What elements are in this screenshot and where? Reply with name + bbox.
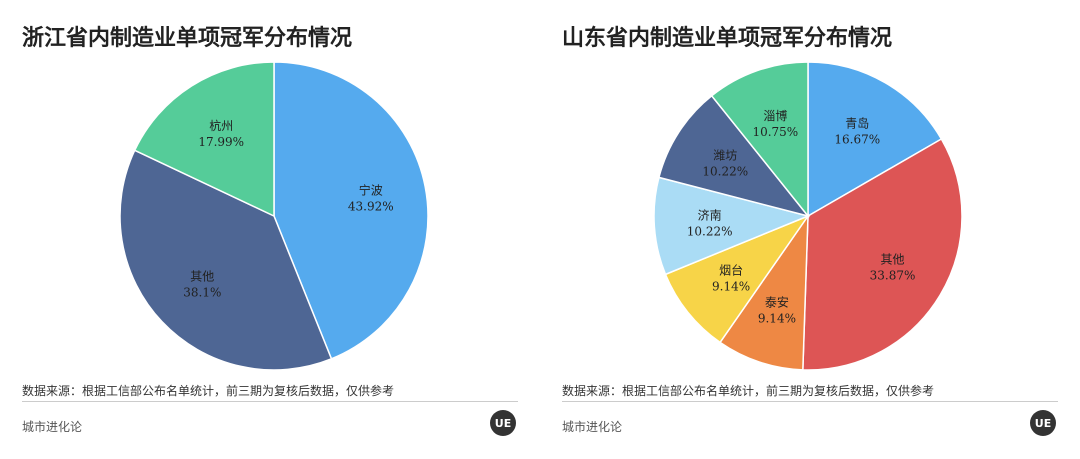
- divider: [22, 401, 518, 402]
- slice-label-value: 38.1%: [183, 286, 221, 300]
- slice-label-value: 17.99%: [198, 135, 244, 149]
- slice-label-name: 济南: [698, 208, 722, 223]
- slice-label-name: 其他: [190, 270, 214, 284]
- brand-logo-icon: UE: [1030, 410, 1056, 436]
- brand-name: 城市进化论: [562, 420, 623, 434]
- slice-label-name: 宁波: [359, 182, 383, 197]
- slice-label-value: 10.75%: [752, 125, 798, 139]
- pie-slice-2: [719, 213, 809, 371]
- slice-label-name: 杭州: [209, 118, 233, 133]
- slice-label-name: 其他: [881, 253, 905, 267]
- chart-title: 浙江省内制造业单项冠军分布情况: [22, 26, 353, 51]
- data-source-note: 数据来源：根据工信部公布名单统计，前三期为复核后数据，仅供参考: [562, 384, 935, 398]
- pie-slice-0: [807, 61, 943, 218]
- pie-slice-0: [273, 61, 429, 360]
- pie-slice-1: [802, 137, 963, 371]
- slice-label-value: 10.22%: [687, 225, 733, 239]
- slice-label-value: 10.22%: [702, 164, 748, 178]
- slice-label-value: 43.92%: [348, 199, 394, 213]
- pie-slice-5: [658, 94, 810, 218]
- pie-slice-3: [664, 214, 811, 344]
- pie-slice-6: [710, 61, 809, 219]
- pie-slice-1: [119, 149, 333, 371]
- slice-label-value: 9.14%: [712, 280, 750, 294]
- chart-panel-zhejiang: 浙江省内制造业单项冠军分布情况 宁波 43.92% 其他 38.1% 杭州 17.99% …: [22, 26, 518, 436]
- slice-label-name: 潍坊: [713, 147, 737, 162]
- slice-label-name: 青岛: [845, 116, 869, 131]
- slice-label-name: 烟台: [719, 263, 743, 278]
- slice-label-name: 泰安: [765, 295, 789, 310]
- pie-chart-shandong: 青岛 16.67% 其他 33.87% 泰安 9.14% 烟台 9.14% 济南 10.22% 潍坊…: [653, 61, 963, 371]
- slice-label-name: 淄博: [763, 108, 787, 123]
- pie-chart-zhejiang: 宁波 43.92% 其他 38.1% 杭州 17.99%: [119, 61, 429, 371]
- brand-name: 城市进化论: [22, 420, 83, 434]
- pie-slice-2: [133, 61, 275, 218]
- data-source-note: 数据来源：根据工信部公布名单统计，前三期为复核后数据，仅供参考: [22, 384, 395, 398]
- slice-label-value: 9.14%: [758, 312, 796, 326]
- slice-label-value: 33.87%: [870, 269, 916, 283]
- slice-label-value: 16.67%: [834, 133, 880, 147]
- divider: [562, 401, 1058, 402]
- chart-title: 山东省内制造业单项冠军分布情况: [562, 26, 893, 51]
- brand-logo-icon: UE: [490, 410, 516, 436]
- chart-panel-shandong: 山东省内制造业单项冠军分布情况 青岛 16.67% 其他 33.87% 泰安 9.14% 烟…: [540, 0, 1080, 459]
- pie-slice-4: [653, 176, 811, 276]
